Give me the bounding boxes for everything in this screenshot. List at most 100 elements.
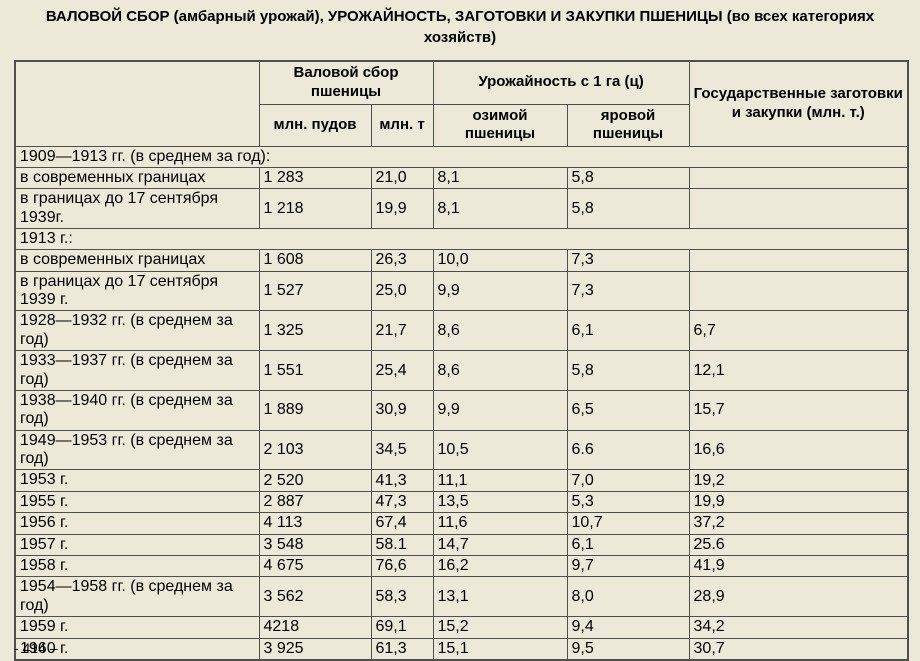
table-row: 1960 г. 3 925 61,3 15,1 9,5 30,7	[14, 637, 909, 661]
table-cell: 34,5	[370, 429, 434, 471]
table-cell: 5,8	[566, 166, 690, 190]
page-title: ВАЛОВОЙ СБОР (амбарный урожай), УРОЖАЙНО…	[45, 8, 875, 46]
wheat-statistics-table: Валовой сбор пшеницы Урожайность с 1 га …	[14, 60, 910, 661]
table-cell: 11,1	[432, 469, 568, 492]
table-cell: 6,5	[566, 389, 690, 431]
table-cell: 19,2	[688, 469, 909, 492]
table-cell: 1 608	[258, 249, 372, 272]
row-label: 1949—1953 гг. (в среднем за год)	[14, 429, 260, 471]
header-winter-wheat: озимой пшеницы	[432, 103, 568, 147]
table-cell: 37,2	[688, 512, 909, 535]
table-cell: 10,7	[566, 512, 690, 535]
table-row: 1956 г. 4 113 67,4 11,6 10,7 37,2	[14, 512, 909, 535]
table-row: в границах до 17 сентября 1939 г. 1 527 25…	[14, 270, 909, 312]
table-cell: 28,9	[688, 576, 909, 618]
table-row: 1954—1958 гг. (в среднем за год) 3 562 58,…	[14, 576, 909, 618]
row-label: 1959 г.	[14, 616, 260, 639]
table-row: 1957 г. 3 548 58.1 14,7 6,1 25.6	[14, 533, 909, 557]
section-label: 1913 г.:	[14, 228, 909, 251]
row-label: в современных границах	[14, 249, 260, 272]
table-cell: 9,5	[566, 637, 690, 661]
table-cell: 15,7	[688, 389, 909, 431]
page-number: - 414 –	[14, 640, 58, 656]
row-label: 1938—1940 гг. (в среднем за год)	[14, 389, 260, 431]
table-cell: 3 562	[258, 576, 372, 618]
table-cell: 10,5	[432, 429, 568, 471]
corner-cell	[14, 60, 260, 147]
table-cell: 67,4	[370, 512, 434, 535]
table-cell: 11,6	[432, 512, 568, 535]
table-cell: 47,3	[370, 490, 434, 514]
table-cell: 7,3	[566, 249, 690, 272]
table-cell: 14,7	[432, 533, 568, 557]
row-label: в границах до 17 сентября 1939 г.	[14, 270, 260, 312]
table-row: в современных границах 1 608 26,3 10,0 7,3	[14, 249, 909, 272]
row-label: в границах до 17 сентября 1939г.	[14, 188, 260, 230]
table-cell: 1 551	[258, 350, 372, 391]
row-label: 1958 г.	[14, 555, 260, 578]
table-cell: 6,1	[566, 533, 690, 557]
table-cell: 10,0	[432, 249, 568, 272]
row-label: 1933—1937 гг. (в среднем за год)	[14, 350, 260, 391]
table-cell	[688, 166, 909, 190]
table-cell: 4218	[258, 616, 372, 639]
table-cell: 76,6	[370, 555, 434, 578]
header-row-groups: Валовой сбор пшеницы Урожайность с 1 га …	[14, 60, 909, 147]
section-row: 1909—1913 гг. (в среднем за год):	[14, 146, 909, 168]
table-cell: 13,1	[432, 576, 568, 618]
table-cell: 1 889	[258, 389, 372, 431]
table-row: 1938—1940 гг. (в среднем за год) 1 889 30,…	[14, 389, 909, 431]
table-row: 1928—1932 гг. (в среднем за год) 1 325 21,…	[14, 310, 909, 352]
header-yield-group: Урожайность с 1 га (ц)	[432, 60, 690, 105]
table-row: 1959 г. 4218 69,1 15,2 9,4 34,2	[14, 616, 909, 639]
table-row: в современных границах 1 283 21,0 8,1 5,8	[14, 166, 909, 190]
table-cell: 61,3	[370, 637, 434, 661]
table-cell: 7,0	[566, 469, 690, 492]
table-cell: 19,9	[370, 188, 434, 230]
table-cell: 13,5	[432, 490, 568, 514]
table-cell: 19,9	[688, 490, 909, 514]
row-label: 1953 г.	[14, 469, 260, 492]
table-cell: 9,9	[432, 270, 568, 312]
table-cell: 30,9	[370, 389, 434, 431]
table-cell: 9,7	[566, 555, 690, 578]
table-cell: 1 325	[258, 310, 372, 352]
table-cell: 15,2	[432, 616, 568, 639]
table-cell: 12,1	[688, 350, 909, 391]
table-cell	[688, 188, 909, 230]
table-cell: 1 283	[258, 166, 372, 190]
table-body: 1909—1913 гг. (в среднем за год): в совре…	[14, 146, 909, 661]
table-row: 1955 г. 2 887 47,3 13,5 5,3 19,9	[14, 490, 909, 514]
table-cell: 15,1	[432, 637, 568, 661]
table-cell: 30,7	[688, 637, 909, 661]
header-procurement: Государственные заготовки и закупки (млн…	[688, 60, 909, 147]
table-cell: 58,3	[370, 576, 434, 618]
table-cell: 26,3	[370, 249, 434, 272]
table-cell: 21,0	[370, 166, 434, 190]
table-cell: 25.6	[688, 533, 909, 557]
table-row: 1949—1953 гг. (в среднем за год) 2 103 34,…	[14, 429, 909, 471]
row-label: 1956 г.	[14, 512, 260, 535]
table-cell: 9,9	[432, 389, 568, 431]
header-mln-t: млн. т	[370, 103, 434, 147]
table-cell: 25,0	[370, 270, 434, 312]
table-cell: 2 103	[258, 429, 372, 471]
table-cell	[688, 270, 909, 312]
header-row-subcolumns: млн. пудов млн. т озимой пшеницы яровой …	[15, 103, 908, 147]
table-cell: 6,7	[688, 310, 909, 352]
table-cell: 1 218	[258, 188, 372, 230]
table-cell: 58.1	[370, 533, 434, 557]
table-cell: 1 527	[258, 270, 372, 312]
table-cell: 5,8	[566, 188, 690, 230]
table-cell: 2 887	[258, 490, 372, 514]
table-cell: 8,0	[566, 576, 690, 618]
table-cell: 34,2	[688, 616, 909, 639]
table-cell: 2 520	[258, 469, 372, 492]
header-spring-wheat: яровой пшеницы	[566, 103, 690, 147]
table-cell: 8,6	[432, 350, 568, 391]
row-label: 1954—1958 гг. (в среднем за год)	[14, 576, 260, 618]
table-row: 1953 г. 2 520 41,3 11,1 7,0 19,2	[14, 469, 909, 492]
table-cell: 3 925	[258, 637, 372, 661]
section-row: 1913 г.:	[14, 228, 909, 251]
table-cell: 4 675	[258, 555, 372, 578]
